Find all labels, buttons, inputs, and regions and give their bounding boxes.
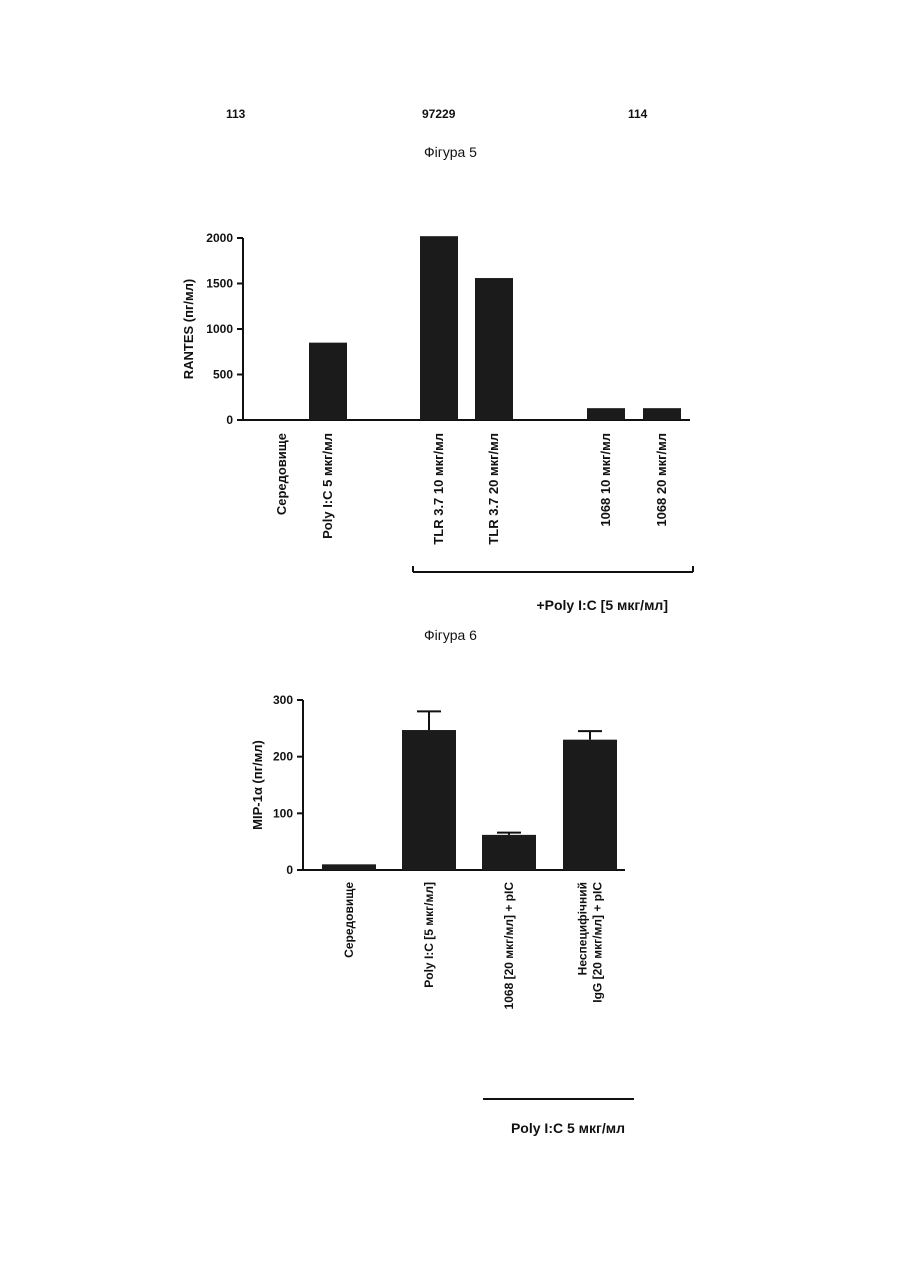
- category-label: Неспецифічний: [576, 882, 590, 975]
- category-label: Середовище: [342, 882, 356, 958]
- y-tick-label: 100: [273, 806, 293, 820]
- category-label: 1068 [20 мкг/мл] + pIC: [502, 882, 516, 1010]
- bar: [482, 835, 536, 870]
- bar: [563, 740, 617, 870]
- y-tick-label: 200: [273, 750, 293, 764]
- bar: [402, 730, 456, 870]
- y-tick-label: 300: [273, 693, 293, 707]
- y-axis-label: MIP-1α (пг/мл): [250, 740, 265, 830]
- group-label: Poly I:C 5 мкг/мл: [511, 1120, 625, 1136]
- category-label: Poly I:C [5 мкг/мл]: [422, 882, 436, 988]
- bar: [322, 864, 376, 870]
- y-tick-label: 0: [286, 863, 293, 877]
- category-label: IgG [20 мкг/мл] + pIC: [591, 882, 605, 1003]
